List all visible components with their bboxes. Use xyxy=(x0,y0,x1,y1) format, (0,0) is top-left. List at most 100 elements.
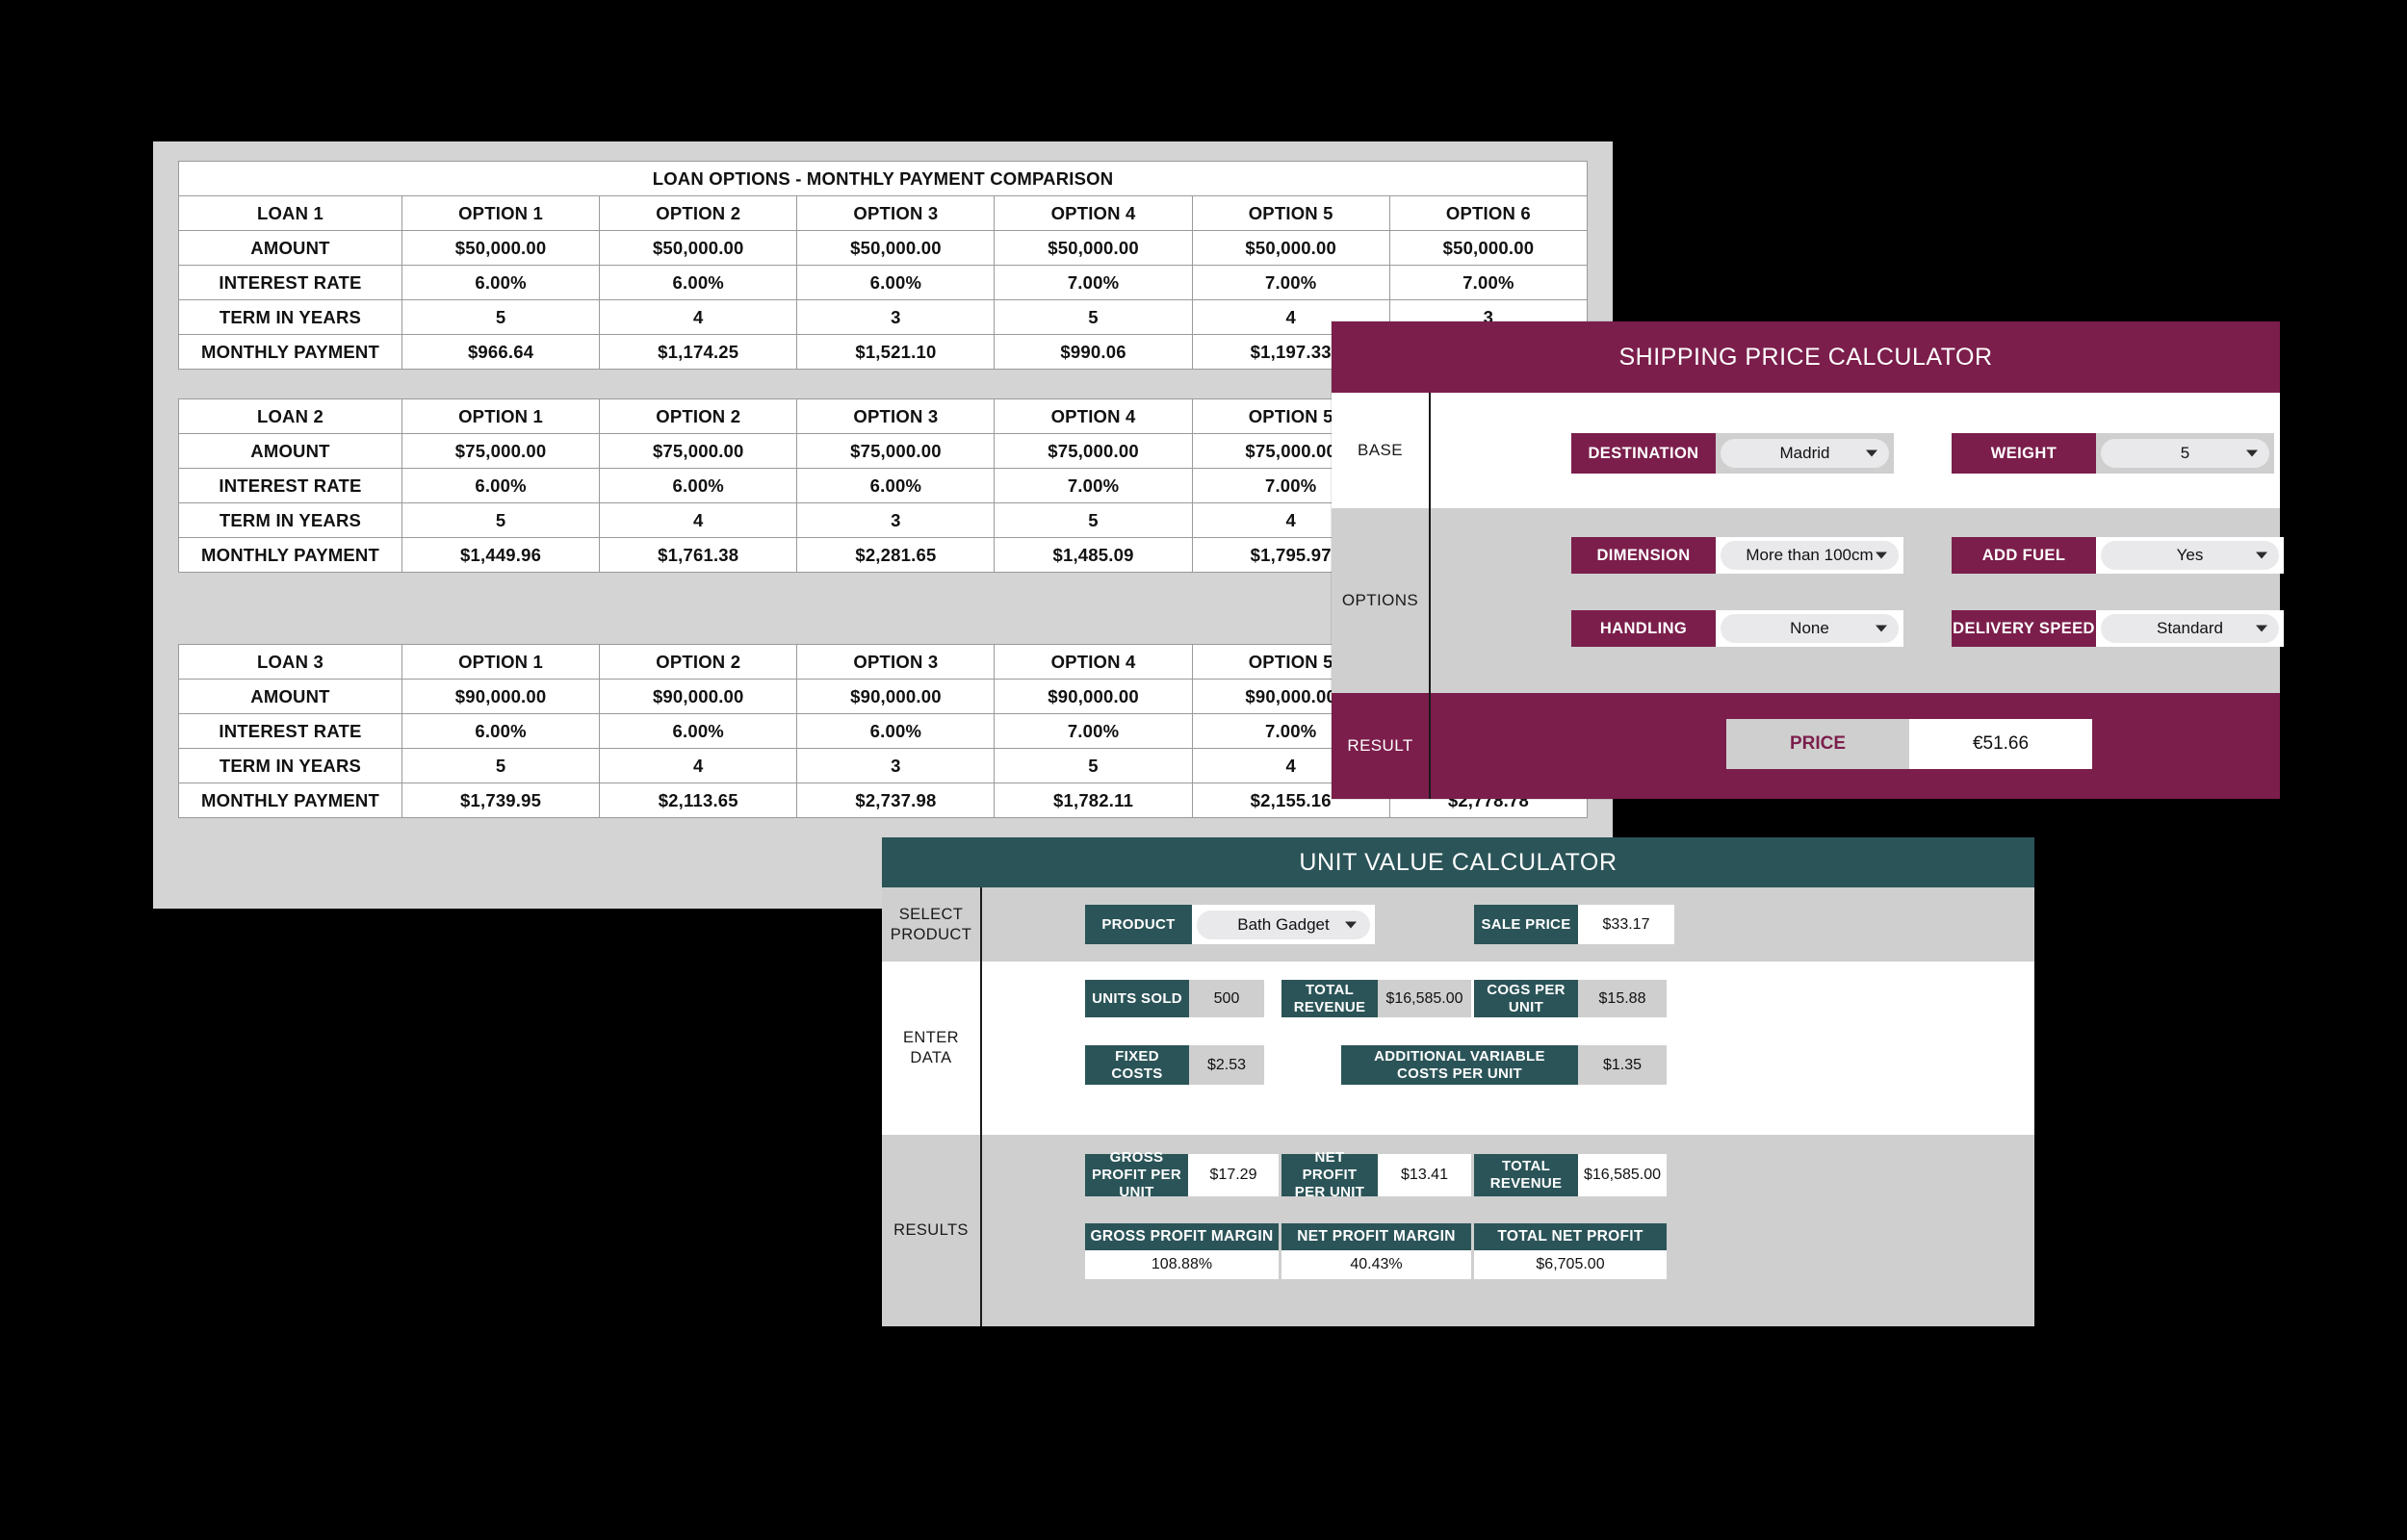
cell-rate-1: 6.00% xyxy=(401,468,601,503)
cell-term-2: 4 xyxy=(599,748,798,783)
cell-term-3: 3 xyxy=(796,299,996,335)
cell-rate-1: 6.00% xyxy=(401,713,601,749)
cell-amount-4: $90,000.00 xyxy=(994,679,1193,714)
net-profit-margin-label: NET PROFIT MARGIN xyxy=(1281,1223,1471,1250)
weight-value: 5 xyxy=(2180,444,2190,462)
cell-rate-3: 6.00% xyxy=(796,713,996,749)
net-profit-per-unit-label: NET PROFIT PER UNIT xyxy=(1281,1149,1378,1200)
column-header-option-3: OPTION 3 xyxy=(796,398,996,434)
total-net-profit-label: TOTAL NET PROFIT xyxy=(1474,1223,1667,1250)
cell-rate-3: 6.00% xyxy=(796,265,996,300)
cell-rate-4: 7.00% xyxy=(994,468,1193,503)
unit-section-results: RESULTS GROSS PROFIT PER UNIT $17.29 NET… xyxy=(882,1135,2034,1326)
row-label-interest-rate: INTEREST RATE xyxy=(178,713,402,749)
table-row: LOAN 1 OPTION 1 OPTION 2 OPTION 3 OPTION… xyxy=(178,195,1589,231)
sale-price-value[interactable]: $33.17 xyxy=(1578,905,1674,944)
handling-field[interactable]: HANDLING None xyxy=(1571,610,1903,647)
cogs-per-unit-value[interactable]: $15.88 xyxy=(1578,980,1667,1017)
cell-amount-4: $50,000.00 xyxy=(994,230,1193,266)
units-sold-label: UNITS SOLD xyxy=(1085,980,1189,1017)
column-header-option-3: OPTION 3 xyxy=(796,195,996,231)
dimension-value: More than 100cm xyxy=(1746,546,1874,564)
delivery-speed-input-wrap[interactable]: Standard xyxy=(2096,610,2284,647)
handling-dropdown[interactable]: None xyxy=(1721,614,1899,643)
cell-amount-1: $90,000.00 xyxy=(401,679,601,714)
chevron-down-icon xyxy=(2246,449,2258,457)
gross-profit-margin-value: 108.88% xyxy=(1085,1250,1279,1279)
row-label-term: TERM IN YEARS xyxy=(178,748,402,783)
loan-table-1: LOAN OPTIONS - MONTHLY PAYMENT COMPARISO… xyxy=(178,161,1589,370)
units-sold-value[interactable]: 500 xyxy=(1189,980,1264,1017)
destination-field[interactable]: DESTINATION Madrid xyxy=(1571,433,1894,474)
column-header-option-2: OPTION 2 xyxy=(599,644,798,680)
cell-amount-3: $50,000.00 xyxy=(796,230,996,266)
cell-payment-3: $2,281.65 xyxy=(796,537,996,573)
fixed-costs-label: FIXED COSTS xyxy=(1085,1045,1189,1085)
chevron-down-icon xyxy=(1866,449,1877,457)
weight-input-wrap[interactable]: 5 xyxy=(2096,433,2274,474)
cell-rate-3: 6.00% xyxy=(796,468,996,503)
dimension-label: DIMENSION xyxy=(1571,537,1716,574)
delivery-speed-field[interactable]: DELIVERY SPEED Standard xyxy=(1952,610,2284,647)
cell-term-2: 4 xyxy=(599,299,798,335)
column-header-option-6: OPTION 6 xyxy=(1388,195,1589,231)
results-total-revenue-field: TOTAL REVENUE $16,585.00 xyxy=(1474,1154,1667,1196)
total-revenue-field[interactable]: TOTAL REVENUE $16,585.00 xyxy=(1281,980,1471,1017)
section-label-enter-data: ENTER DATA xyxy=(882,962,982,1135)
unit-panel-title: UNIT VALUE CALCULATOR xyxy=(882,837,2034,887)
delivery-speed-value: Standard xyxy=(2157,619,2223,637)
destination-value: Madrid xyxy=(1779,444,1830,462)
results-total-revenue-value: $16,585.00 xyxy=(1578,1154,1667,1196)
cell-amount-1: $50,000.00 xyxy=(401,230,601,266)
table-row: INTEREST RATE 6.00% 6.00% 6.00% 7.00% 7.… xyxy=(178,265,1589,300)
delivery-speed-dropdown[interactable]: Standard xyxy=(2101,614,2279,643)
row-label-monthly-payment: MONTHLY PAYMENT xyxy=(178,783,402,818)
add-fuel-value: Yes xyxy=(2176,546,2204,564)
weight-dropdown[interactable]: 5 xyxy=(2101,439,2269,468)
cogs-per-unit-field[interactable]: COGS PER UNIT $15.88 xyxy=(1474,980,1667,1017)
product-input-wrap[interactable]: Bath Gadget xyxy=(1192,905,1375,944)
product-dropdown[interactable]: Bath Gadget xyxy=(1197,910,1370,939)
cell-amount-4: $75,000.00 xyxy=(994,433,1193,469)
cell-payment-2: $1,761.38 xyxy=(599,537,798,573)
destination-dropdown[interactable]: Madrid xyxy=(1721,439,1889,468)
destination-input-wrap[interactable]: Madrid xyxy=(1716,433,1894,474)
dimension-input-wrap[interactable]: More than 100cm xyxy=(1716,537,1903,574)
price-result-row: PRICE €51.66 xyxy=(1726,719,2092,769)
section-label-result: RESULT xyxy=(1332,693,1431,799)
price-label: PRICE xyxy=(1726,719,1909,769)
add-fuel-dropdown[interactable]: Yes xyxy=(2101,541,2279,570)
units-sold-field[interactable]: UNITS SOLD 500 xyxy=(1085,980,1264,1017)
additional-variable-costs-field[interactable]: ADDITIONAL VARIABLE COSTS PER UNIT $1.35 xyxy=(1341,1045,1667,1085)
fixed-costs-field[interactable]: FIXED COSTS $2.53 xyxy=(1085,1045,1264,1085)
fixed-costs-value[interactable]: $2.53 xyxy=(1189,1045,1264,1085)
dimension-field[interactable]: DIMENSION More than 100cm xyxy=(1571,537,1903,574)
cell-amount-2: $50,000.00 xyxy=(599,230,798,266)
additional-variable-costs-value[interactable]: $1.35 xyxy=(1578,1045,1667,1085)
add-fuel-input-wrap[interactable]: Yes xyxy=(2096,537,2284,574)
add-fuel-field[interactable]: ADD FUEL Yes xyxy=(1952,537,2284,574)
loan-name: LOAN 2 xyxy=(178,398,402,434)
cell-term-4: 5 xyxy=(994,299,1193,335)
column-header-option-5: OPTION 5 xyxy=(1191,195,1390,231)
cell-term-1: 5 xyxy=(401,502,601,538)
product-field[interactable]: PRODUCT Bath Gadget xyxy=(1085,905,1375,944)
cogs-per-unit-label: COGS PER UNIT xyxy=(1474,980,1578,1017)
cell-payment-3: $1,521.10 xyxy=(796,334,996,370)
chevron-down-icon xyxy=(1876,552,1887,559)
sale-price-field[interactable]: SALE PRICE $33.17 xyxy=(1474,905,1674,944)
cell-term-1: 5 xyxy=(401,299,601,335)
handling-input-wrap[interactable]: None xyxy=(1716,610,1903,647)
weight-field[interactable]: WEIGHT 5 xyxy=(1952,433,2274,474)
loan-panel-title: LOAN OPTIONS - MONTHLY PAYMENT COMPARISO… xyxy=(178,161,1588,196)
shipping-price-calculator-panel: SHIPPING PRICE CALCULATOR BASE DESTINATI… xyxy=(1332,321,2284,799)
cell-amount-3: $90,000.00 xyxy=(796,679,996,714)
results-total-revenue-label: TOTAL REVENUE xyxy=(1474,1154,1578,1196)
total-revenue-value: $16,585.00 xyxy=(1378,980,1471,1017)
cell-amount-1: $75,000.00 xyxy=(401,433,601,469)
cell-payment-1: $1,739.95 xyxy=(401,783,601,818)
cell-term-4: 5 xyxy=(994,748,1193,783)
dimension-dropdown[interactable]: More than 100cm xyxy=(1721,541,1899,570)
cell-amount-2: $75,000.00 xyxy=(599,433,798,469)
delivery-speed-label: DELIVERY SPEED xyxy=(1952,610,2096,647)
